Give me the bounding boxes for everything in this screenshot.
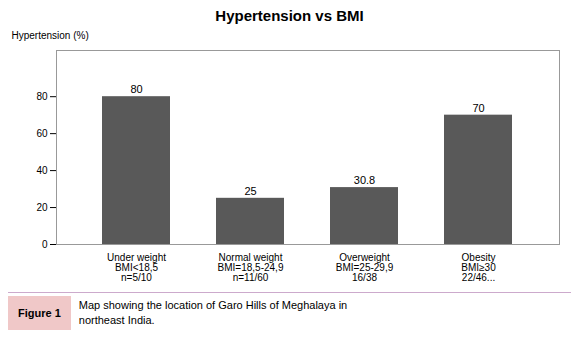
- svg-text:70: 70: [472, 102, 484, 114]
- svg-text:Normal weightBMI=18,5-24,9n=11: Normal weightBMI=18,5-24,9n=11/60: [218, 252, 284, 283]
- html-text:Hypertension vs BMI: Hypertension vs BMI: [215, 7, 364, 24]
- html-text:Map showing the location of Ga: Map showing the location of Garo Hills o…: [78, 299, 348, 326]
- svg-text:40: 40: [36, 165, 48, 176]
- svg-text:Under weightBMI<18,5n=5/10: Under weightBMI<18,5n=5/10: [107, 252, 166, 283]
- svg-text:60: 60: [36, 128, 48, 139]
- html-text:Figure 1: Figure 1: [18, 306, 61, 319]
- svg-text:OverweightBMI=25-29,916/38: OverweightBMI=25-29,916/38: [336, 252, 394, 283]
- svg-text:25: 25: [244, 185, 256, 197]
- svg-text:20: 20: [36, 202, 48, 213]
- svg-text:ObesityBMI≥3022/46...: ObesityBMI≥3022/46...: [461, 252, 496, 283]
- svg-text:Hypertension (%): Hypertension (%): [12, 30, 89, 41]
- svg-text:80: 80: [130, 83, 142, 95]
- svg-text:30.8: 30.8: [354, 174, 375, 186]
- svg-text:0: 0: [42, 239, 48, 250]
- svg-text:80: 80: [36, 91, 48, 102]
